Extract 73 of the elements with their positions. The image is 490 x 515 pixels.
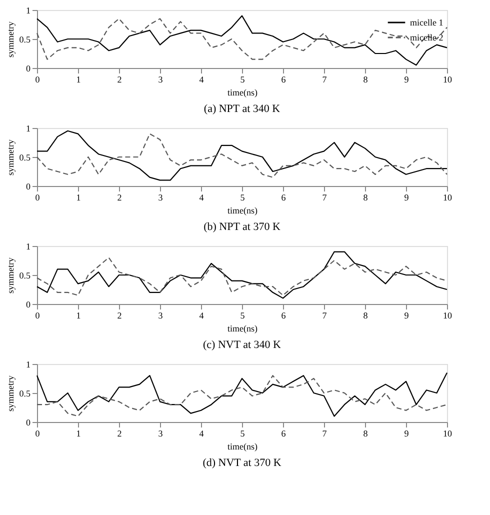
x-tick-label: 4 (199, 428, 204, 438)
y-tick-label: 0 (26, 418, 31, 428)
line-series (36, 18, 448, 60)
x-tick-label: 10 (443, 74, 452, 84)
x-tick-label: 2 (117, 428, 122, 438)
x-tick-label: 9 (404, 192, 410, 202)
x-tick-label: 3 (158, 192, 164, 202)
line-series (36, 15, 448, 66)
y-axis-title: symmetry (5, 21, 16, 58)
x-tick-label: 10 (443, 192, 452, 202)
x-tick-label: 4 (199, 192, 204, 202)
text: (c) NVT at 340 K (203, 339, 282, 351)
y-tick-label: 0.5 (19, 270, 31, 280)
x-tick-label: 2 (117, 310, 122, 320)
x-tick-label: 7 (322, 310, 328, 320)
x-tick-label: 9 (404, 310, 410, 320)
x-tick-label: 3 (158, 428, 164, 438)
x-axis-title: time(ns) (228, 442, 258, 452)
x-tick-label: 8 (363, 74, 368, 84)
x-tick-label: 6 (281, 74, 286, 84)
y-axis-title: symmetry (5, 375, 16, 412)
x-tick-label: 9 (404, 428, 410, 438)
x-tick-label: 10 (443, 428, 452, 438)
y-tick-label: 0 (26, 64, 31, 74)
text: (a) NPT at 340 K (204, 103, 280, 115)
x-axis-title: time(ns) (228, 324, 258, 334)
x-axis-title: time(ns) (228, 206, 258, 216)
y-tick-label: 0 (26, 182, 31, 192)
x-tick-label: 9 (404, 74, 410, 84)
x-tick-label: 1 (76, 74, 81, 84)
x-tick-label: 0 (35, 428, 40, 438)
x-tick-label: 0 (35, 192, 40, 202)
text: (b) NPT at 370 K (204, 221, 280, 233)
x-tick-label: 5 (240, 310, 246, 320)
x-tick-label: 1 (76, 310, 81, 320)
x-tick-label: 3 (158, 74, 164, 84)
x-tick-label: 5 (240, 192, 246, 202)
x-tick-label: 6 (281, 310, 286, 320)
x-tick-label: 5 (240, 74, 246, 84)
x-tick-label: 3 (158, 310, 164, 320)
x-tick-label: 6 (281, 428, 286, 438)
x-tick-label: 0 (35, 74, 40, 84)
y-tick-label: 1 (26, 6, 30, 16)
x-tick-label: 4 (199, 74, 204, 84)
y-axis-title: symmetry (5, 257, 16, 294)
y-axis-title: symmetry (5, 139, 16, 176)
x-tick-label: 8 (363, 192, 368, 202)
x-tick-label: 1 (76, 192, 81, 202)
x-tick-label: 2 (117, 192, 122, 202)
legend-label: micelle 1 (410, 18, 444, 28)
x-tick-label: 7 (322, 192, 328, 202)
y-tick-label: 0.5 (19, 152, 31, 162)
x-tick-label: 8 (363, 428, 368, 438)
y-tick-label: 0 (26, 300, 31, 310)
legend-label: micelle 2 (410, 32, 444, 42)
y-tick-label: 1 (26, 242, 30, 252)
x-tick-label: 2 (117, 74, 122, 84)
x-tick-label: 0 (35, 310, 40, 320)
x-axis-title: time(ns) (228, 88, 258, 98)
x-tick-label: 6 (281, 192, 286, 202)
x-tick-label: 7 (322, 74, 328, 84)
y-tick-label: 1 (26, 124, 30, 134)
x-tick-label: 4 (199, 310, 204, 320)
x-tick-label: 7 (322, 428, 328, 438)
x-tick-label: 8 (363, 310, 368, 320)
y-tick-label: 1 (26, 360, 30, 370)
x-tick-label: 5 (240, 428, 246, 438)
line-series (36, 251, 448, 299)
y-tick-label: 0.5 (19, 388, 31, 398)
y-tick-label: 0.5 (19, 34, 31, 44)
x-tick-label: 1 (76, 428, 81, 438)
text: (d) NVT at 370 K (202, 457, 282, 469)
x-tick-label: 10 (443, 310, 452, 320)
